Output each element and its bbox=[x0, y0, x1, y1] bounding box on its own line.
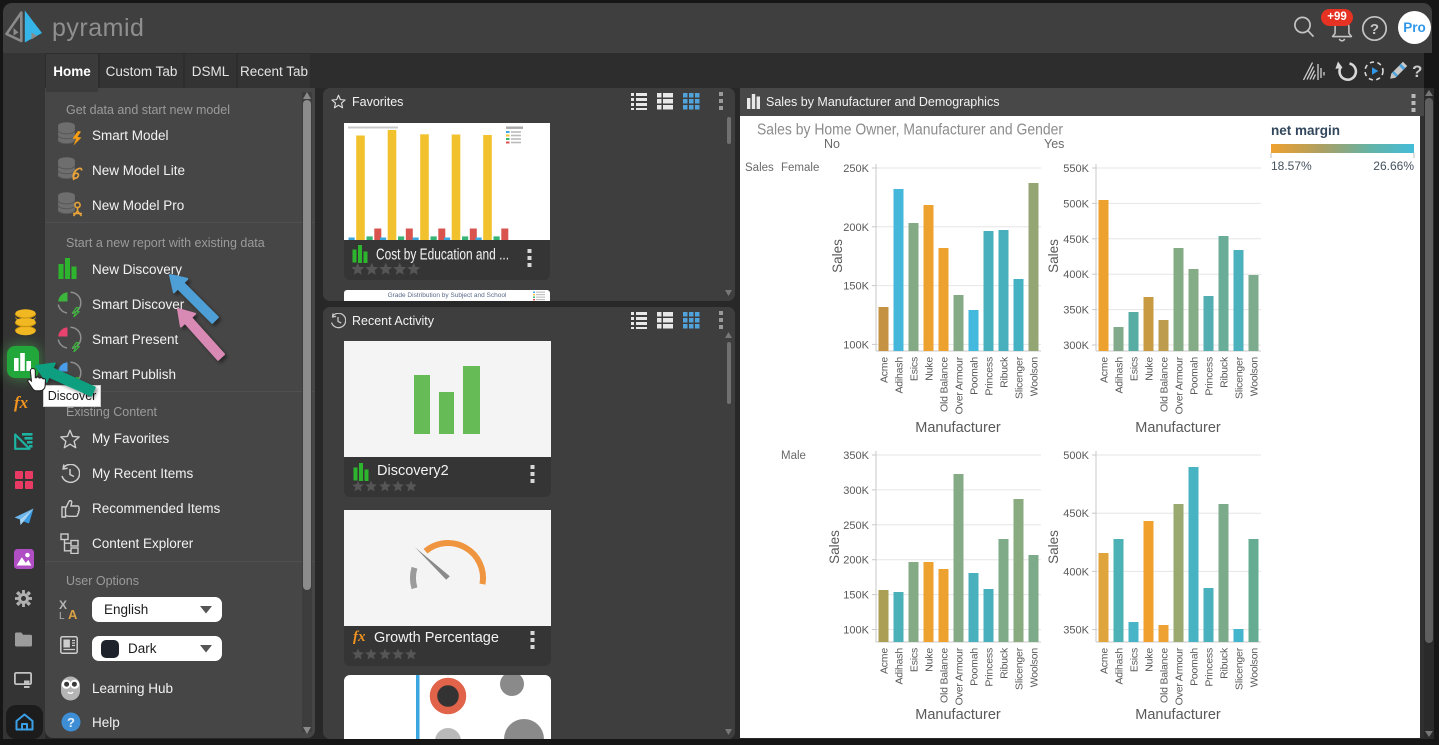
svg-text:Poomah: Poomah bbox=[969, 648, 981, 686]
svg-text:Woolson: Woolson bbox=[1249, 648, 1261, 688]
svg-text:200K: 200K bbox=[843, 555, 869, 567]
svg-text:Acme: Acme bbox=[1099, 357, 1111, 383]
svg-text:Adihash: Adihash bbox=[1114, 648, 1126, 685]
svg-text:Acme: Acme bbox=[879, 648, 891, 674]
svg-text:Manufacturer: Manufacturer bbox=[1135, 420, 1221, 436]
svg-text:Old Balance: Old Balance bbox=[1159, 648, 1171, 703]
svg-text:Poomah: Poomah bbox=[1189, 648, 1201, 686]
svg-text:No: No bbox=[824, 137, 840, 151]
svg-text:Ribuck: Ribuck bbox=[999, 356, 1011, 388]
svg-text:Over Armour: Over Armour bbox=[954, 647, 966, 705]
svg-text:Nuke: Nuke bbox=[1144, 648, 1156, 672]
svg-text:26.66%: 26.66% bbox=[1373, 159, 1414, 173]
svg-text:300K: 300K bbox=[1063, 340, 1089, 352]
svg-text:350K: 350K bbox=[1063, 625, 1089, 637]
svg-text:450K: 450K bbox=[1063, 508, 1089, 520]
svg-text:300K: 300K bbox=[843, 485, 869, 497]
svg-text:Woolson: Woolson bbox=[1249, 357, 1261, 397]
svg-text:L: L bbox=[59, 611, 65, 620]
svg-text:500K: 500K bbox=[1063, 450, 1089, 462]
svg-text:?: ? bbox=[1370, 21, 1379, 38]
svg-text:Male: Male bbox=[781, 450, 806, 462]
svg-text:Female: Female bbox=[781, 162, 819, 174]
svg-text:400K: 400K bbox=[1063, 269, 1089, 281]
svg-text:Esics: Esics bbox=[1129, 357, 1141, 381]
svg-text:Old Balance: Old Balance bbox=[939, 648, 951, 703]
svg-text:Over Armour: Over Armour bbox=[1174, 647, 1186, 705]
svg-text:150K: 150K bbox=[843, 281, 869, 293]
svg-text:Nuke: Nuke bbox=[924, 648, 936, 672]
svg-text:Adihash: Adihash bbox=[894, 648, 906, 685]
svg-text:550K: 550K bbox=[1063, 163, 1089, 175]
svg-text:Esics: Esics bbox=[1129, 648, 1141, 672]
svg-text:Adihash: Adihash bbox=[1114, 357, 1126, 394]
svg-text:?: ? bbox=[1412, 62, 1422, 81]
svg-text:Esics: Esics bbox=[909, 357, 921, 381]
svg-text:400K: 400K bbox=[1063, 566, 1089, 578]
svg-text:Adihash: Adihash bbox=[894, 357, 906, 394]
svg-text:Slicenger: Slicenger bbox=[1014, 647, 1026, 690]
svg-text:X: X bbox=[59, 598, 67, 612]
svg-text:250K: 250K bbox=[843, 163, 869, 175]
svg-text:Nuke: Nuke bbox=[1144, 357, 1156, 381]
svg-text:Slicenger: Slicenger bbox=[1234, 647, 1246, 690]
svg-text:100K: 100K bbox=[843, 625, 869, 637]
svg-text:Manufacturer: Manufacturer bbox=[915, 707, 1001, 723]
svg-text:Nuke: Nuke bbox=[924, 357, 936, 381]
svg-text:Ribuck: Ribuck bbox=[1219, 647, 1231, 679]
svg-text:18.57%: 18.57% bbox=[1271, 159, 1312, 173]
svg-text:Poomah: Poomah bbox=[1189, 357, 1201, 395]
svg-text:Sales: Sales bbox=[830, 239, 845, 273]
svg-text:Princess: Princess bbox=[984, 648, 996, 687]
svg-text:Sales: Sales bbox=[745, 162, 774, 174]
svg-text:Sales: Sales bbox=[1046, 530, 1061, 564]
svg-text:Acme: Acme bbox=[879, 357, 891, 383]
svg-text:Esics: Esics bbox=[909, 648, 921, 672]
svg-text:Sales by Home Owner, Manufactu: Sales by Home Owner, Manufacturer and Ge… bbox=[757, 122, 1063, 139]
svg-text:100K: 100K bbox=[843, 339, 869, 351]
svg-text:Manufacturer: Manufacturer bbox=[1135, 707, 1221, 723]
svg-text:150K: 150K bbox=[843, 590, 869, 602]
svg-text:Slicenger: Slicenger bbox=[1234, 356, 1246, 399]
svg-text:500K: 500K bbox=[1063, 198, 1089, 210]
svg-text:Princess: Princess bbox=[1204, 357, 1216, 396]
svg-text:Sales: Sales bbox=[827, 530, 842, 564]
svg-text:Ribuck: Ribuck bbox=[1219, 356, 1231, 388]
svg-text:A: A bbox=[68, 607, 78, 620]
svg-text:Old Balance: Old Balance bbox=[939, 357, 951, 412]
svg-text:net margin: net margin bbox=[1271, 123, 1340, 138]
svg-text:?: ? bbox=[67, 715, 75, 730]
svg-text:200K: 200K bbox=[843, 222, 869, 234]
svg-text:Slicenger: Slicenger bbox=[1014, 356, 1026, 399]
svg-text:Poomah: Poomah bbox=[969, 357, 981, 395]
svg-text:Woolson: Woolson bbox=[1029, 357, 1041, 397]
svg-text:250K: 250K bbox=[843, 520, 869, 532]
svg-text:Old Balance: Old Balance bbox=[1159, 357, 1171, 412]
svg-text:Cost by Education and ...: Cost by Education and ... bbox=[376, 247, 509, 264]
svg-text:Acme: Acme bbox=[1099, 648, 1111, 674]
svg-text:450K: 450K bbox=[1063, 234, 1089, 246]
svg-text:350K: 350K bbox=[843, 450, 869, 462]
svg-text:Ribuck: Ribuck bbox=[999, 647, 1011, 679]
svg-text:Yes: Yes bbox=[1044, 137, 1064, 151]
svg-text:Over Armour: Over Armour bbox=[1174, 356, 1186, 414]
svg-text:Sales: Sales bbox=[1046, 239, 1061, 273]
svg-text:Manufacturer: Manufacturer bbox=[915, 420, 1001, 436]
svg-text:Over Armour: Over Armour bbox=[954, 356, 966, 414]
svg-text:Woolson: Woolson bbox=[1029, 648, 1041, 688]
svg-text:350K: 350K bbox=[1063, 305, 1089, 317]
svg-text:Princess: Princess bbox=[984, 357, 996, 396]
svg-text:Princess: Princess bbox=[1204, 648, 1216, 687]
